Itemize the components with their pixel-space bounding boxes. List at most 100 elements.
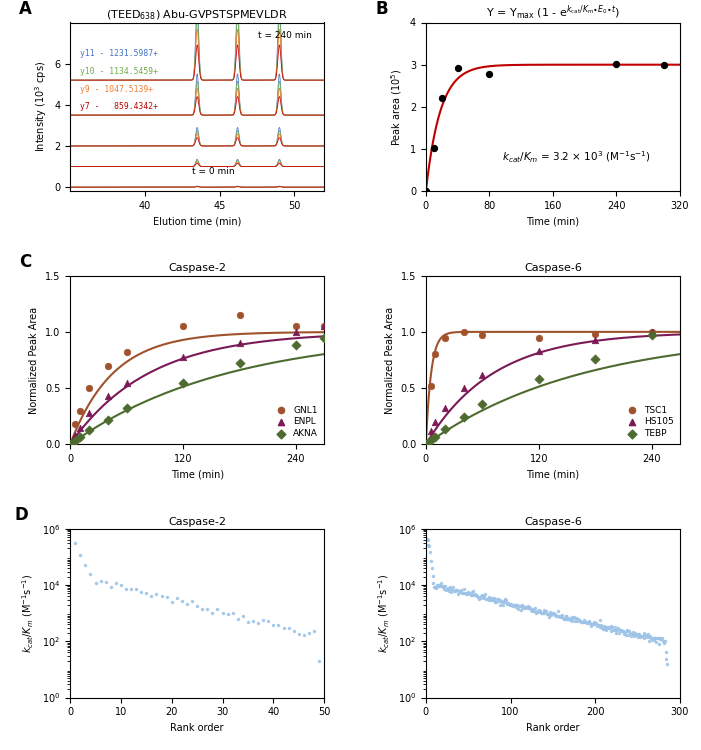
Point xyxy=(548,608,559,619)
Point xyxy=(510,598,522,610)
Point xyxy=(130,584,142,596)
Point xyxy=(625,629,637,641)
Point xyxy=(618,628,629,640)
Text: y10 - 1134.5459+: y10 - 1134.5459+ xyxy=(81,67,158,76)
Point xyxy=(433,579,444,591)
Point xyxy=(600,623,611,635)
Point xyxy=(102,390,114,402)
Point xyxy=(430,348,441,361)
Point xyxy=(646,632,657,644)
Point xyxy=(536,608,547,619)
Point xyxy=(440,584,451,596)
Point xyxy=(503,597,514,609)
Y-axis label: Normalized Peak Area: Normalized Peak Area xyxy=(386,307,395,413)
Text: C: C xyxy=(20,254,32,272)
Point xyxy=(489,592,500,604)
Point xyxy=(69,435,81,447)
Point xyxy=(655,633,667,645)
Point xyxy=(308,626,320,638)
Point xyxy=(564,612,575,624)
Point xyxy=(191,600,203,612)
Point xyxy=(641,632,653,644)
Point xyxy=(484,592,496,604)
Point xyxy=(490,596,501,608)
Point xyxy=(647,632,658,644)
Point xyxy=(423,540,435,552)
Point xyxy=(440,580,451,592)
Point xyxy=(555,610,566,622)
Point xyxy=(622,628,634,640)
Point xyxy=(529,605,540,617)
Point xyxy=(115,579,127,591)
Point xyxy=(477,369,488,381)
Point xyxy=(519,602,531,614)
Point xyxy=(629,627,641,639)
Point xyxy=(468,589,479,601)
Point xyxy=(655,633,666,645)
Point xyxy=(661,653,672,665)
Point xyxy=(451,584,462,596)
Point xyxy=(475,590,486,602)
Point xyxy=(539,607,550,619)
Point xyxy=(437,581,449,593)
Point xyxy=(141,587,152,599)
Point xyxy=(478,592,489,604)
Point xyxy=(576,616,587,628)
Point xyxy=(568,613,579,625)
Point xyxy=(552,610,563,622)
Point xyxy=(629,630,640,642)
Point xyxy=(472,590,483,602)
Point xyxy=(529,602,540,614)
Point xyxy=(577,616,588,628)
Point xyxy=(498,595,510,607)
Point xyxy=(658,635,669,647)
Point xyxy=(481,593,492,605)
Point xyxy=(474,593,485,605)
Point xyxy=(69,537,81,549)
Point xyxy=(601,624,612,636)
Point xyxy=(283,622,294,634)
Point xyxy=(637,630,648,642)
Point xyxy=(611,58,622,70)
Point xyxy=(507,599,518,611)
Point xyxy=(608,624,619,636)
Point xyxy=(558,613,569,625)
Point xyxy=(439,580,450,592)
Point xyxy=(540,604,552,616)
Point xyxy=(526,604,538,616)
Point xyxy=(146,590,157,602)
Point xyxy=(580,616,591,628)
Point xyxy=(499,593,510,605)
Point xyxy=(517,598,528,610)
Point xyxy=(100,577,111,589)
Point xyxy=(590,328,601,340)
X-axis label: Rank order: Rank order xyxy=(170,723,224,733)
Point xyxy=(429,581,440,593)
Point xyxy=(608,625,620,637)
Point xyxy=(445,580,456,592)
Point xyxy=(565,614,576,626)
Point xyxy=(447,580,458,592)
Point xyxy=(590,334,601,346)
Point xyxy=(466,590,477,602)
Point xyxy=(643,631,654,643)
Point xyxy=(559,613,571,625)
Point xyxy=(439,332,450,344)
Point xyxy=(74,430,85,442)
Point xyxy=(569,611,580,623)
Point xyxy=(461,587,472,599)
Point xyxy=(234,358,245,370)
Point xyxy=(488,594,499,606)
Point xyxy=(512,603,524,615)
Point xyxy=(484,68,495,80)
Point xyxy=(102,414,114,426)
Point xyxy=(639,630,651,642)
Point xyxy=(290,339,301,351)
Point xyxy=(64,438,76,450)
Point xyxy=(582,616,593,628)
Point xyxy=(613,622,624,634)
Point xyxy=(587,619,599,631)
Point xyxy=(470,589,482,601)
Point xyxy=(505,598,516,610)
Point xyxy=(567,615,578,627)
